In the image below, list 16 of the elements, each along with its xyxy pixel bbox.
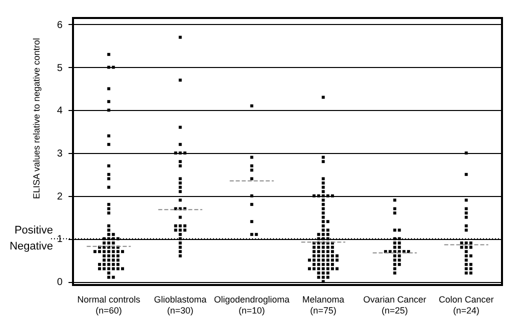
x-tick-label: Oligodendroglioma (n=10) [214, 294, 290, 316]
x-tick-label: Glioblastoma (n=30) [154, 294, 207, 316]
x-tick-label: Normal controls (n=60) [77, 294, 141, 316]
y-tick-label: 5 [56, 62, 63, 74]
y-tick-label: 0 [56, 277, 63, 288]
y-tick-label: 3 [56, 148, 63, 160]
y-tick-label: 2 [56, 191, 63, 202]
y-tick-label: 6 [56, 20, 63, 31]
x-tick-label: Colon Cancer (n=24) [438, 294, 494, 316]
y-tick-label: 4 [56, 106, 63, 117]
x-tick-label: Melanoma (n=75) [302, 294, 344, 316]
x-tick-label: Ovarian Cancer (n=25) [363, 294, 426, 316]
y-tick-label: 1 [56, 234, 63, 246]
text: Positive [14, 224, 53, 237]
text: Negative [10, 240, 53, 253]
y-axis-title: ELISA values relative to negative control [32, 38, 42, 200]
